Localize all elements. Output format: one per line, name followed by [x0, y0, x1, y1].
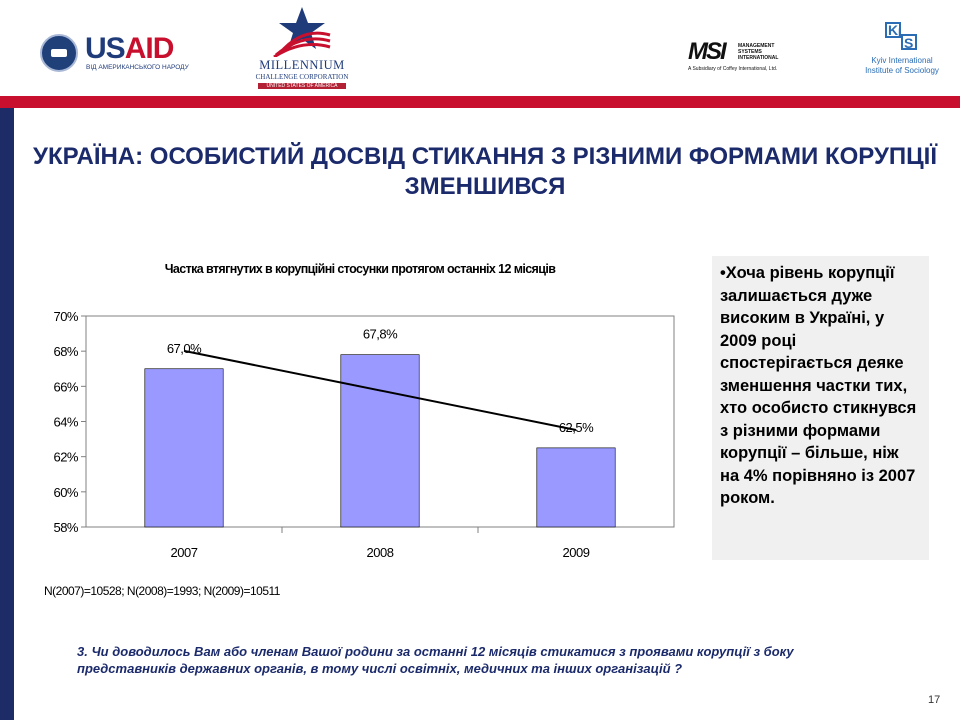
mcc-logo: MILLENNIUM CHALLENGE CORPORATION UNITED … [252, 5, 352, 95]
mcc-subname: CHALLENGE CORPORATION [255, 73, 349, 81]
mcc-name: MILLENNIUM [259, 58, 345, 72]
data-label: 67,8% [363, 327, 398, 342]
kiis-mark-icon: K I S [885, 22, 919, 52]
usaid-wordmark: USAID [85, 32, 174, 65]
kiis-logo: K I S Kyiv International Institute of So… [852, 22, 952, 82]
msi-wordmark: MSI [688, 38, 727, 65]
left-navy-stripe [0, 108, 14, 720]
msi-logo: MSI MANAGEMENT SYSTEMS INTERNATIONAL A S… [688, 38, 818, 80]
y-tick-label: 68% [53, 344, 78, 359]
slide-title: УКРАЇНА: ОСОБИСТИЙ ДОСВІД СТИКАННЯ З РІЗ… [33, 143, 937, 200]
star-icon [273, 7, 331, 57]
y-tick-label: 62% [53, 450, 78, 465]
msi-side-text: MANAGEMENT SYSTEMS INTERNATIONAL [738, 43, 779, 61]
y-tick-label: 58% [53, 520, 78, 535]
page-number: 17 [928, 694, 941, 706]
usaid-seal-icon [40, 34, 78, 72]
x-tick-label: 2009 [563, 545, 590, 560]
data-label: 62,5% [559, 420, 594, 435]
callout-box: •Хоча рівень корупції залишається дуже в… [712, 256, 929, 560]
header-red-band [0, 96, 960, 108]
header: USAID ВІД АМЕРИКАНСЬКОГО НАРОДУ MILLENNI… [0, 0, 960, 96]
x-tick-label: 2007 [171, 545, 198, 560]
chart-title: Частка втягнутих в корупційні стосунки п… [164, 262, 556, 276]
y-tick-label: 70% [53, 309, 78, 324]
y-tick-label: 60% [53, 485, 78, 500]
survey-question: 3. Чи доводилось Вам або членам Вашої ро… [77, 644, 794, 676]
bar [144, 368, 224, 528]
msi-subsidiary-text: A Subsidiary of Coffey International, Lt… [688, 66, 778, 72]
usaid-tagline: ВІД АМЕРИКАНСЬКОГО НАРОДУ [86, 64, 189, 71]
kiis-caption: Kyiv International Institute of Sociolog… [865, 56, 939, 75]
bar-chart: 58%60%62%64%66%68%70%67,0%200767,8%20086… [53, 309, 675, 560]
bar [340, 354, 420, 528]
mcc-country: UNITED STATES OF AMERICA [258, 83, 346, 89]
usaid-logo: USAID ВІД АМЕРИКАНСЬКОГО НАРОДУ [40, 32, 190, 74]
x-tick-label: 2008 [367, 545, 394, 560]
y-tick-label: 66% [53, 379, 78, 394]
trendline [183, 349, 577, 431]
bar [536, 447, 616, 528]
y-tick-label: 64% [53, 415, 78, 430]
sample-size-note: N(2007)=10528; N(2008)=1993; N(2009)=105… [44, 584, 280, 598]
